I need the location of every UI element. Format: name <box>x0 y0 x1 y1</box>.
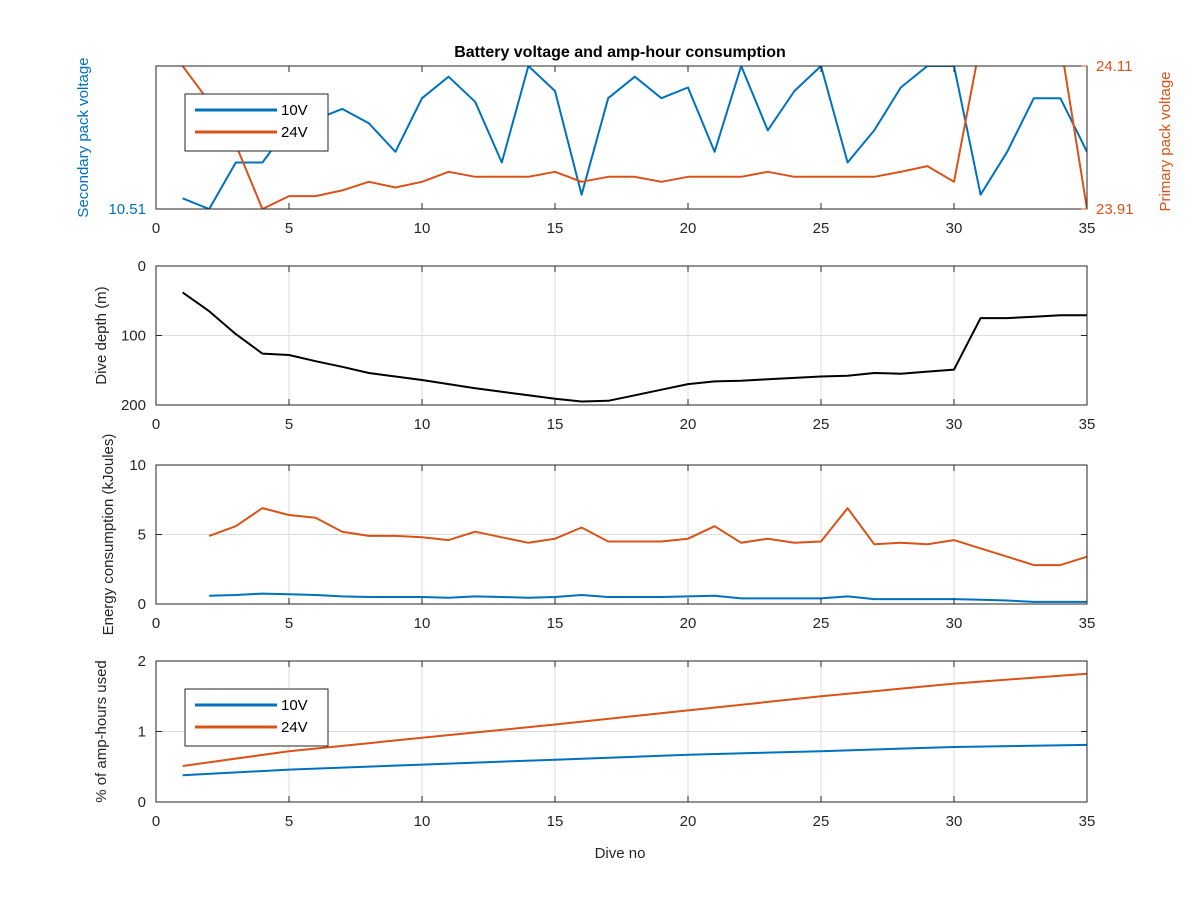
series-line-10v <box>209 592 1087 603</box>
legend-label-10v: 10V <box>281 102 308 119</box>
x-tick-label: 35 <box>1079 615 1096 632</box>
series-group <box>182 672 1087 777</box>
x-tick-label: 25 <box>813 615 830 632</box>
y-right-tick-label: 23.91 <box>1096 201 1134 218</box>
subplot-2: 0 5 10 15 20 25 30 35 0 100 200 Dive depth (m) <box>93 258 1095 433</box>
series-line-24v <box>181 66 1087 209</box>
x-tick-label: 5 <box>285 220 293 237</box>
x-tick-label: 10 <box>414 615 431 632</box>
x-tick-label: 30 <box>946 615 963 632</box>
x-tick-label: 15 <box>547 615 564 632</box>
series-line-24v <box>208 507 1087 567</box>
figure-title: Battery voltage and amp-hour consumption <box>454 44 786 61</box>
x-tick-label: 10 <box>414 220 431 237</box>
subplot-3: 0 5 10 15 20 25 30 35 0 5 10 Energy consumption (kJ… <box>100 434 1095 636</box>
y-tick-label: 0 <box>138 258 146 275</box>
x-tick-label: 30 <box>946 813 963 830</box>
y-tick-label: 100 <box>121 328 146 345</box>
y-tick-label: 0 <box>138 794 146 811</box>
series-line-10v <box>182 66 1087 209</box>
x-tick-label: 25 <box>813 220 830 237</box>
x-tick-label: 35 <box>1079 416 1096 433</box>
x-tick-label: 0 <box>152 416 160 433</box>
x-tick-label: 20 <box>680 615 697 632</box>
x-tick-label: 5 <box>285 813 293 830</box>
x-tick-label: 15 <box>547 416 564 433</box>
y-tick-label: 10.51 <box>108 201 146 218</box>
y-tick-label: 0 <box>138 596 146 613</box>
y-tick-label: 10 <box>129 457 146 474</box>
x-tick-label: 0 <box>152 220 160 237</box>
x-tick-label: 5 <box>285 615 293 632</box>
x-tick-label: 5 <box>285 416 293 433</box>
y-tick-label: 5 <box>138 527 146 544</box>
subplot-1: 0 5 10 15 20 25 30 35 10.51 23.91 24.11 Primary pac… <box>75 57 1174 237</box>
series-line-10v <box>182 743 1087 777</box>
series-line-24v <box>182 672 1087 767</box>
x-tick-label: 20 <box>680 416 697 433</box>
legend-box <box>184 688 329 747</box>
x-tick-label: 25 <box>813 416 830 433</box>
x-tick-label: 10 <box>414 416 431 433</box>
y-right-axis-label: Primary pack voltage <box>1157 71 1174 211</box>
x-tick-label: 15 <box>547 220 564 237</box>
x-tick-label: 0 <box>152 813 160 830</box>
x-tick-label: 20 <box>680 813 697 830</box>
x-tick-label: 0 <box>152 615 160 632</box>
x-tick-label: 30 <box>946 416 963 433</box>
series-group <box>181 66 1087 209</box>
x-axis-label: Dive no <box>595 845 646 862</box>
y-axis-label: % of amp-hours used <box>93 660 110 803</box>
y-right-tick-label: 24.11 <box>1096 58 1132 75</box>
y-axis-label: Secondary pack voltage <box>75 57 92 217</box>
series-group <box>208 507 1087 603</box>
y-tick-label: 1 <box>138 724 146 741</box>
y-axis-label: Dive depth (m) <box>93 286 110 384</box>
x-tick-label: 20 <box>680 220 697 237</box>
series-group <box>182 291 1087 403</box>
y-tick-label: 200 <box>121 397 146 414</box>
x-tick-label: 35 <box>1079 220 1096 237</box>
x-tick-label: 35 <box>1079 813 1096 830</box>
y-tick-label: 2 <box>138 653 146 670</box>
axes-box <box>155 65 1088 210</box>
x-tick-label: 30 <box>946 220 963 237</box>
legend-label-24v: 24V <box>281 719 308 736</box>
y-axis-label: Energy consumption (kJoules) <box>100 434 117 636</box>
x-tick-label: 10 <box>414 813 431 830</box>
series-line-depth <box>182 291 1087 403</box>
legend-label-24v: 24V <box>281 124 308 141</box>
x-tick-label: 25 <box>813 813 830 830</box>
legend-label-10v: 10V <box>281 697 308 714</box>
x-tick-label: 15 <box>547 813 564 830</box>
legend-box <box>184 93 329 152</box>
